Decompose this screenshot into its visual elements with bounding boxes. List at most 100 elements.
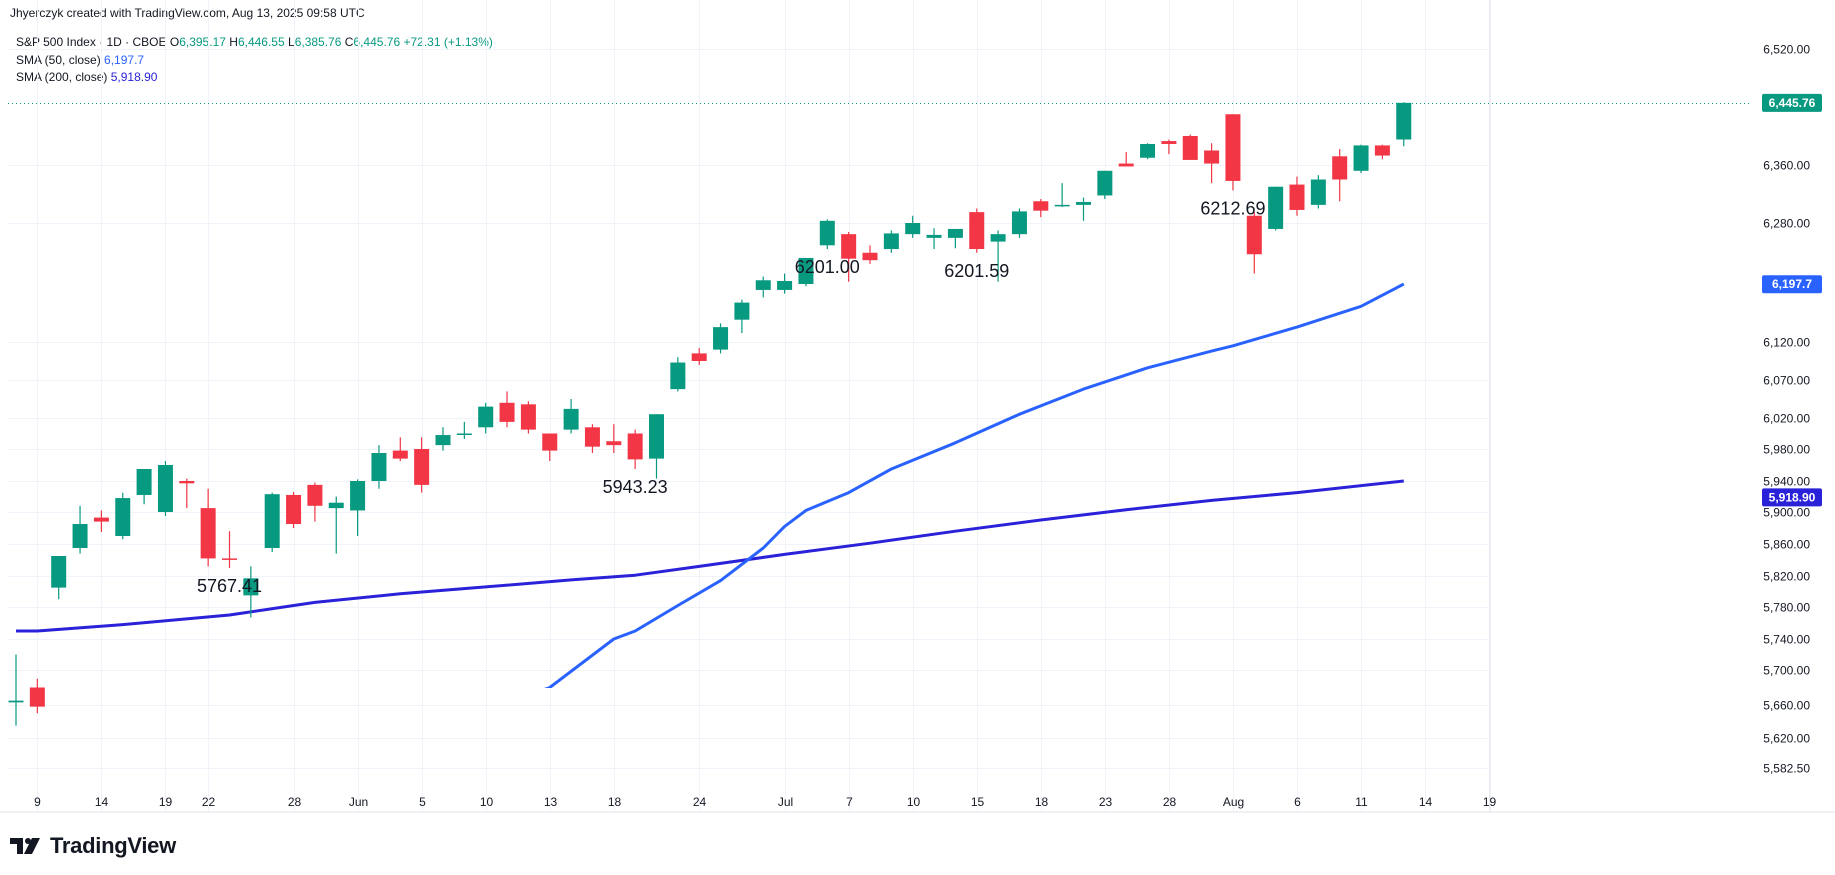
price-chart[interactable]: 5767.41 5943.23 6201.00 6201.59 6212.69 6,52… (0, 0, 1835, 820)
y-axis-tick-label: 5,620.00 (1763, 732, 1810, 746)
x-axis-tick-label: 11 (1355, 795, 1368, 809)
candle-body (414, 449, 430, 485)
candle-body (969, 212, 985, 250)
candle-body (926, 234, 942, 238)
candle-up (51, 556, 67, 600)
x-axis-tick-label: 14 (1419, 795, 1433, 809)
candle-body (1310, 179, 1326, 205)
candle-body (179, 481, 195, 484)
close-value: 6,445.76 (353, 35, 401, 49)
x-axis-tick-label: 7 (846, 795, 853, 809)
y-axis-tick-label: 5,940.00 (1763, 475, 1810, 489)
candle-down (499, 391, 515, 428)
sma-layer (16, 282, 1405, 688)
close-key: C (344, 35, 354, 49)
price-annotation: 6201.59 (944, 261, 1009, 281)
y-axis-tick-label: 5,740.00 (1763, 633, 1810, 647)
x-axis-tick-label: 18 (608, 795, 622, 809)
y-axis-tick-label: 5,660.00 (1763, 699, 1810, 713)
candle-down (542, 433, 558, 461)
y-axis-tick-label: 6,120.00 (1763, 336, 1810, 350)
sma200-value: 5,918.90 (110, 70, 158, 84)
candle-body (691, 353, 707, 361)
price-badge-label: 6,445.76 (1769, 96, 1816, 110)
candle-body (286, 494, 302, 524)
symbol-label[interactable]: S&P 500 Index · 1D · CBOE (16, 35, 167, 49)
sma200-label[interactable]: SMA (200, close) (16, 70, 108, 84)
candle-body (51, 556, 67, 588)
candle-down (93, 510, 109, 532)
chart-credit: Jhyerczyk created with TradingView.com, … (10, 6, 365, 20)
candle-body (1289, 184, 1305, 210)
x-axis-tick-label: 15 (971, 795, 985, 809)
candle-body (542, 433, 558, 451)
candle-body (1161, 141, 1177, 144)
candle-down (392, 437, 408, 461)
high-value: 6,446.55 (237, 35, 285, 49)
candle-body (1033, 201, 1049, 211)
candle-down (691, 348, 707, 365)
annotation-layer: 5767.41 5943.23 6201.00 6201.59 6212.69 (197, 198, 1266, 596)
candle-body (1118, 163, 1134, 167)
candle-down (1374, 144, 1390, 160)
candle-up (819, 219, 835, 250)
candle-body (1182, 136, 1198, 160)
candle-body (819, 220, 835, 246)
candle-up (157, 461, 173, 516)
candle-up (883, 230, 899, 253)
candle-up (1310, 175, 1326, 209)
x-axis-tick-label: 10 (480, 795, 494, 809)
price-badge (1762, 275, 1822, 294)
y-axis-tick-label: 5,860.00 (1763, 538, 1810, 552)
candle-up (563, 399, 579, 434)
candle-body (307, 484, 323, 506)
candle-up (243, 566, 259, 618)
candle-body (136, 469, 152, 495)
price-badge-label: 5,918.90 (1769, 490, 1816, 504)
x-axis-tick-label: 22 (202, 795, 216, 809)
candle-up (328, 496, 344, 554)
candle-layer (8, 102, 1412, 726)
x-axis-tick-label: 14 (95, 795, 109, 809)
candle-up (1076, 197, 1091, 221)
x-axis-tick-label: Jun (349, 795, 368, 809)
candle-body (264, 494, 280, 548)
candle-body (328, 502, 344, 509)
candle-body (990, 234, 1006, 242)
candle-up (755, 276, 771, 298)
candle-up (649, 414, 664, 479)
candle-body (243, 578, 259, 596)
candle-down (584, 424, 600, 453)
x-axis-tick-label: Jul (778, 795, 793, 809)
candle-up (947, 228, 963, 249)
y-axis-tick-label: 5,700.00 (1763, 664, 1810, 678)
candle-down (307, 482, 323, 522)
x-axis-tick-label: 19 (1483, 795, 1497, 809)
candle-body (649, 414, 664, 459)
candle-down (200, 488, 216, 567)
y-axis-tick-label: 5,980.00 (1763, 443, 1810, 457)
candle-down (286, 491, 302, 528)
candle-body (222, 558, 237, 560)
candle-body (1332, 156, 1348, 180)
candle-up (136, 469, 152, 505)
y-axis-tick-label: 6,520.00 (1763, 43, 1810, 57)
candle-body (1054, 204, 1070, 207)
x-axis-tick-label: 24 (693, 795, 707, 809)
candle-body (883, 233, 899, 250)
y-axis-tick-label: 6,020.00 (1763, 412, 1810, 426)
candle-down (1332, 149, 1348, 202)
candle-up (371, 445, 387, 489)
high-key: H (229, 35, 238, 49)
candle-up (456, 421, 472, 439)
tradingview-logo[interactable]: TradingView (10, 833, 176, 859)
x-axis-tick-label: 19 (159, 795, 173, 809)
candle-body (371, 453, 387, 481)
tradingview-logo-icon (10, 838, 40, 854)
candle-body (392, 450, 408, 459)
candle-down (1246, 212, 1262, 274)
grid-layer (8, 0, 1750, 812)
candle-up (1140, 143, 1156, 160)
candle-down (627, 429, 643, 469)
y-axis-tick-label: 5,582.50 (1763, 762, 1810, 776)
